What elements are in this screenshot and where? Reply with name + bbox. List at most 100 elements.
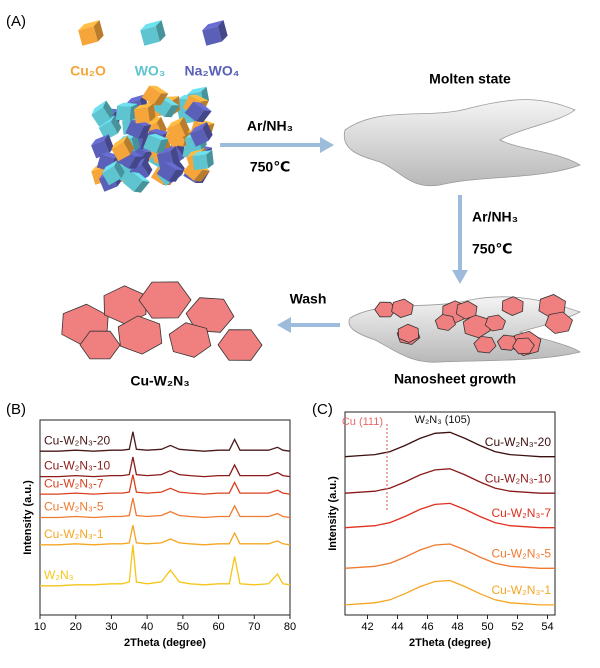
x-tick-label: 50	[481, 621, 493, 633]
cube-top	[91, 100, 107, 115]
plot-frame	[344, 411, 556, 616]
cube-top	[102, 159, 118, 174]
gas-label: Ar/NH₃	[247, 118, 293, 134]
cube-side	[168, 169, 184, 182]
xrd-pattern	[344, 543, 555, 569]
series-label: Cu-W₂N₃-5	[44, 500, 104, 514]
cube-top	[78, 20, 100, 31]
precursor-cube	[190, 122, 213, 147]
cube-side	[141, 157, 153, 177]
cube-front	[98, 121, 118, 141]
series-label: Cu-W₂N₃-10	[485, 471, 552, 485]
temp-label: 750℃	[472, 241, 512, 257]
x-tick-label: 60	[212, 621, 224, 633]
nanosheet	[473, 335, 497, 354]
precursor-cube	[111, 135, 135, 162]
plot-frame	[39, 419, 291, 616]
xrd-pattern	[344, 502, 555, 529]
arrow-head	[320, 137, 334, 153]
cube-top	[131, 171, 150, 182]
cube-top	[190, 122, 207, 135]
cube-top	[187, 86, 207, 95]
series-label: W₂N₃	[44, 568, 74, 582]
nanosheet	[512, 337, 535, 355]
cube-front	[192, 154, 208, 171]
annotation: W₂N₃ (105)	[415, 414, 471, 426]
nanosheet	[374, 301, 397, 318]
cube-side	[164, 105, 180, 118]
precursor-label: Na₂WO₄	[185, 63, 240, 79]
cube-side	[133, 180, 150, 193]
precursor-cube	[91, 100, 114, 127]
xrd-pattern	[40, 431, 291, 452]
x-tick-label: 30	[105, 621, 117, 633]
cube-top	[149, 128, 170, 135]
xrd-pattern	[40, 497, 291, 519]
xrd-pattern	[344, 431, 555, 458]
series-label: Cu-W₂N₃-20	[44, 433, 111, 447]
precursor-cube	[102, 159, 125, 186]
cube-side	[153, 93, 169, 106]
series-label: Cu-W₂N₃-10	[44, 459, 111, 473]
arrow-head	[452, 270, 468, 284]
cube-front	[133, 107, 150, 124]
product-sheet	[217, 329, 263, 361]
xrd-pattern	[40, 525, 291, 546]
cube-front	[111, 142, 131, 162]
cube-front	[102, 166, 122, 186]
precursor-cube	[141, 85, 169, 106]
series-label: Cu-W₂N₃-1	[491, 583, 551, 597]
cube-top	[186, 147, 205, 158]
cube-side	[155, 20, 166, 42]
temp-label: 750℃	[250, 159, 290, 175]
cube-side	[123, 135, 135, 155]
product-sheet	[117, 315, 163, 355]
xrd-pattern	[40, 474, 291, 495]
cube-front	[122, 171, 143, 192]
nanosheet	[434, 314, 456, 331]
cube-side	[156, 116, 167, 136]
cube-side	[156, 138, 169, 154]
cube-top	[126, 94, 145, 104]
cube-top	[156, 146, 176, 155]
cube-side	[104, 134, 114, 154]
panel-label: (B)	[6, 401, 26, 418]
precursor-label: Cu₂O	[70, 63, 106, 79]
cube-side	[193, 169, 210, 182]
x-tick-label: 42	[361, 621, 373, 633]
cube-top	[117, 102, 138, 108]
x-axis-title: 2Theta (degree)	[124, 637, 206, 649]
product-sheet	[79, 330, 121, 360]
cube-top	[160, 97, 180, 106]
cube-top	[149, 85, 169, 94]
nanosheet	[397, 323, 420, 343]
nanosheet	[501, 296, 524, 316]
cube-front	[184, 101, 205, 122]
precursor-cube	[166, 116, 190, 142]
cube-front	[78, 26, 98, 46]
cube-side	[93, 20, 104, 42]
series-label: Cu-W₂N₃-1	[44, 527, 104, 541]
cube-top	[166, 116, 184, 129]
cube-side	[170, 146, 179, 165]
y-axis-title: Intensity (a.u.)	[22, 480, 34, 555]
product-label: Cu-W₂N₃	[130, 373, 189, 389]
series-label: Cu-W₂N₃-7	[44, 476, 104, 490]
panel-label: (A)	[6, 13, 26, 30]
cube-side	[217, 20, 228, 42]
xrd-pattern	[344, 468, 555, 494]
y-axis-title: Intensity (a.u.)	[327, 476, 339, 551]
precursor-cube	[202, 20, 228, 46]
cube-top	[133, 103, 154, 110]
cube-side	[103, 100, 114, 119]
precursor-cube	[133, 103, 156, 124]
cube-side	[179, 116, 190, 136]
series-label: Cu-W₂N₃-7	[491, 506, 551, 520]
x-tick-label: 40	[141, 621, 153, 633]
xrd-pattern	[40, 456, 291, 478]
molten-label: Molten state	[429, 71, 511, 87]
cube-top	[192, 150, 213, 157]
precursor-cube	[78, 20, 104, 46]
x-tick-label: 70	[248, 621, 260, 633]
cube-side	[202, 122, 213, 141]
